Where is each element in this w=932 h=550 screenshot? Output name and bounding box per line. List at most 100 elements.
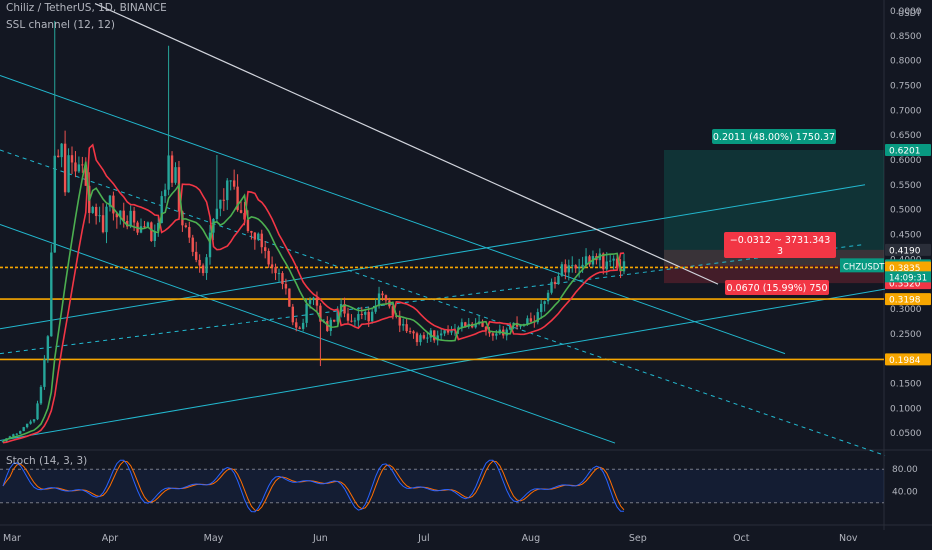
candle-body	[288, 288, 291, 307]
price-label-bg-5	[885, 293, 931, 306]
price-label-1: 0.4190	[889, 246, 921, 256]
rising-upper-line	[0, 184, 866, 330]
candle-body	[370, 311, 374, 322]
candle-body	[260, 233, 263, 248]
candle-body	[622, 261, 626, 272]
candle-body	[12, 434, 15, 437]
price-tick: 0.6500	[890, 131, 922, 141]
stoch-tick: 40.00	[892, 488, 918, 498]
symbol-tag-bg	[840, 258, 884, 273]
candle-body	[326, 321, 329, 331]
candle-body	[529, 318, 533, 322]
price-tick: 0.8000	[890, 57, 922, 67]
candle-body	[333, 319, 336, 322]
candle-body	[609, 260, 612, 262]
candle-body	[226, 180, 229, 201]
candle-body	[415, 333, 419, 343]
candle-body	[70, 155, 74, 163]
candle-body	[15, 433, 18, 435]
candle-body	[270, 264, 274, 268]
candle-body	[132, 210, 136, 223]
symbol-legend: Chiliz / TetherUS, 1D, BINANCE	[6, 2, 167, 14]
candle-body	[584, 256, 588, 265]
candle-body	[557, 275, 560, 285]
candle-body	[215, 208, 219, 219]
measure-label-text-0: −0.0312 ~ 3731.343	[730, 235, 831, 246]
candle-body	[460, 322, 464, 328]
measure-label-text-1: 3	[777, 246, 783, 257]
candle-body	[305, 303, 308, 323]
candle-body	[408, 331, 412, 333]
candle-body	[405, 324, 408, 332]
measure-label-bg	[724, 232, 836, 258]
price-label-3: 0.3835	[889, 264, 921, 274]
candle-body	[374, 306, 377, 312]
price-label-bg-0	[885, 143, 931, 156]
candle-body	[426, 337, 429, 339]
time-tick-jul: Jul	[417, 533, 429, 544]
candle-body	[267, 250, 270, 265]
candle-body	[143, 226, 146, 228]
candle-body	[36, 403, 39, 420]
candle-body	[39, 386, 43, 404]
candle-body	[564, 264, 567, 273]
symbol-line: Chiliz / TetherUS, 1D, BINANCE	[6, 2, 167, 14]
rising-lower-line	[0, 288, 886, 442]
stop-label: 0.0670 (15.99%) 750	[725, 280, 829, 295]
candle-body	[567, 265, 570, 273]
price-tick: 0.6000	[890, 156, 922, 166]
price-label-bg-6	[885, 353, 931, 366]
candle-body	[381, 293, 384, 296]
price-label-bg-3	[885, 261, 931, 274]
candle-body	[43, 359, 46, 387]
candle-body	[505, 329, 508, 336]
price-label-4: 0.3520	[889, 280, 921, 290]
candle-body	[612, 258, 615, 261]
candle-body	[32, 419, 36, 422]
indicator-name: SSL channel (12, 12)	[6, 19, 115, 31]
price-tick: 0.7000	[890, 106, 922, 116]
candle-body	[191, 237, 194, 252]
candle-body	[540, 303, 543, 313]
candle-body	[550, 281, 553, 293]
candle-body	[291, 306, 294, 323]
price-tick: 0.9000	[890, 7, 922, 17]
price-label-6: 0.1984	[889, 356, 921, 366]
candle-body	[536, 312, 539, 323]
candle-body	[84, 165, 87, 186]
candle-body	[357, 314, 360, 321]
candle-body	[308, 300, 312, 304]
target-label: 0.2011 (48.00%) 1750.37	[712, 129, 836, 144]
candle-body	[384, 295, 388, 301]
countdown-bg	[885, 271, 931, 283]
candle-body	[63, 143, 67, 193]
candle-body	[274, 267, 277, 274]
candle-body	[250, 230, 253, 233]
candle-body	[439, 333, 443, 336]
time-tick-oct: Oct	[733, 533, 750, 544]
candle-body	[433, 330, 436, 341]
candle-body	[443, 330, 446, 334]
candle-body	[577, 266, 581, 269]
candle-body	[167, 155, 170, 190]
candle-body	[150, 222, 153, 241]
candle-body	[122, 210, 125, 221]
candle-body	[184, 225, 188, 228]
candle-body	[115, 213, 119, 218]
trend-line	[94, 2, 719, 285]
candle-body	[129, 210, 132, 227]
time-tick-jun: Jun	[312, 533, 328, 544]
candle-body	[112, 195, 115, 214]
stoch-name: Stoch (14, 3, 3)	[6, 455, 88, 467]
candle-body	[301, 322, 305, 329]
candle-body	[367, 311, 370, 322]
candle-body	[50, 252, 53, 337]
stop-label-text-0: 0.0670 (15.99%) 750	[726, 283, 827, 294]
candle-body	[353, 320, 357, 322]
candle-body	[188, 227, 191, 238]
candle-body	[364, 311, 367, 315]
candle-body	[602, 253, 605, 270]
time-tick-aug: Aug	[522, 533, 541, 544]
